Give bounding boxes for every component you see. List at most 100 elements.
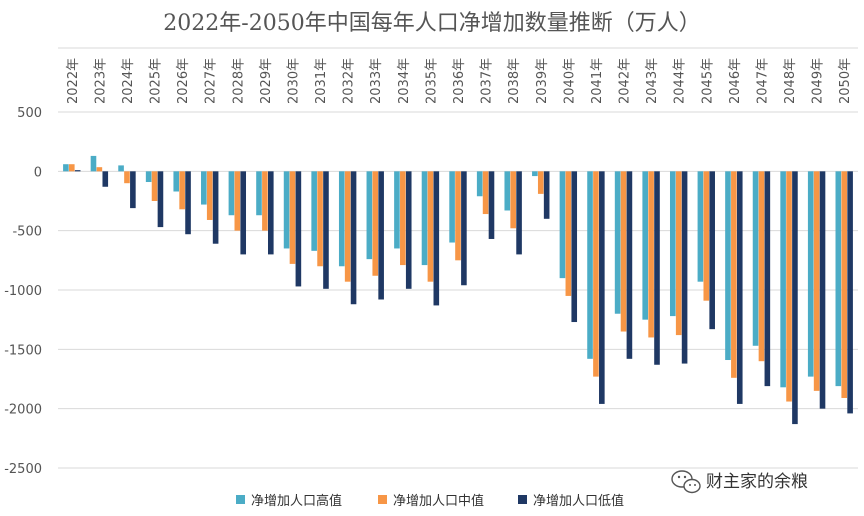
legend: 净增加人口高值 净增加人口中值 净增加人口低值: [236, 493, 624, 509]
bar: [289, 171, 296, 264]
bar: [807, 171, 814, 377]
bar: [283, 171, 290, 249]
bar: [256, 171, 262, 216]
bar: [179, 171, 185, 210]
x-tick-label: 2050年: [838, 58, 853, 104]
bar: [240, 171, 247, 255]
bar: [681, 171, 688, 364]
bar: [449, 171, 455, 243]
x-tick-label: 2022年: [66, 58, 81, 104]
bar: [433, 171, 440, 306]
bar: [786, 171, 792, 402]
x-tick-label: 2025年: [149, 58, 164, 104]
bar: [405, 171, 412, 289]
watermark-text: 财主家的余粮: [706, 472, 808, 492]
x-tick-label: 2027年: [204, 58, 219, 104]
x-tick-label: 2033年: [369, 58, 384, 104]
bar: [476, 171, 483, 197]
bar: [571, 171, 578, 323]
bar: [455, 171, 461, 261]
bar: [268, 171, 274, 255]
x-tick-label: 2028年: [231, 58, 246, 104]
bar: [234, 171, 241, 231]
bar: [74, 170, 81, 172]
bar: [68, 164, 75, 172]
bar: [731, 171, 737, 378]
bar: [124, 171, 130, 184]
bar: [565, 171, 572, 296]
bar: [317, 171, 323, 267]
x-tick-label: 2034年: [397, 58, 412, 104]
x-tick-label: 2024年: [121, 58, 136, 104]
legend-swatch: [518, 495, 527, 504]
x-tick-label: 2040年: [562, 58, 577, 104]
bar: [173, 171, 180, 192]
bar: [532, 171, 538, 177]
bar: [510, 171, 516, 229]
bar: [90, 155, 97, 172]
bar: [792, 171, 798, 425]
bar: [338, 171, 345, 267]
x-tick-label: 2043年: [645, 58, 660, 104]
bar: [697, 171, 704, 282]
y-tick-label: -2000: [4, 403, 42, 418]
bar: [206, 171, 213, 220]
bar: [709, 171, 715, 330]
bar: [262, 171, 268, 231]
bar: [427, 171, 434, 282]
bar: [350, 171, 357, 305]
bar: [813, 171, 820, 391]
bar: [488, 171, 495, 239]
bar: [847, 171, 853, 414]
bar: [212, 171, 219, 244]
bar: [819, 171, 826, 409]
bar: [118, 165, 124, 172]
legend-label: 净增加人口低值: [533, 493, 624, 509]
bar: [516, 171, 522, 255]
legend-label: 净增加人口高值: [251, 493, 342, 509]
wechat-icon: [671, 470, 701, 494]
x-tick-label: 2023年: [93, 58, 108, 104]
bar: [145, 171, 152, 183]
bar: [780, 171, 786, 388]
x-tick-label: 2026年: [176, 58, 191, 104]
bar: [725, 171, 731, 361]
bar: [626, 171, 633, 359]
x-tick-label: 2029年: [259, 58, 274, 104]
bar: [421, 171, 428, 266]
bar: [669, 171, 676, 317]
legend-label: 净增加人口中值: [393, 493, 484, 509]
legend-swatch: [378, 495, 387, 504]
bar: [587, 171, 593, 359]
bar: [537, 171, 544, 194]
x-tick-label: 2046年: [728, 58, 743, 104]
x-tick-label: 2042年: [618, 58, 633, 104]
bar: [378, 171, 384, 300]
x-axis-ticks: 2022年 2023年 2024年 2025年 2026年 2027年 2028年 2029年…: [58, 47, 858, 104]
bar: [703, 171, 710, 301]
bar: [96, 167, 103, 172]
bar: [63, 164, 69, 172]
bar: [394, 171, 400, 249]
bar: [201, 171, 207, 205]
bar: [311, 171, 317, 251]
bar: [614, 171, 621, 314]
bar: [599, 171, 605, 404]
bar: [654, 171, 660, 365]
bar: [841, 171, 848, 398]
bar: [185, 171, 191, 235]
x-tick-label: 2032年: [342, 58, 357, 104]
bar: [295, 171, 302, 287]
bar: [482, 171, 489, 215]
y-axis-ticks: 500 0 -500 -1000 -1500 -2000 -2500: [4, 106, 42, 477]
x-tick-label: 2041年: [590, 58, 605, 104]
bar: [764, 171, 771, 387]
bar: [151, 171, 158, 201]
legend-swatch: [236, 495, 245, 504]
watermark: 财主家的余粮: [671, 470, 808, 494]
bar: [130, 171, 136, 209]
bar: [752, 171, 759, 346]
bar: [323, 171, 329, 289]
bar: [344, 171, 351, 282]
